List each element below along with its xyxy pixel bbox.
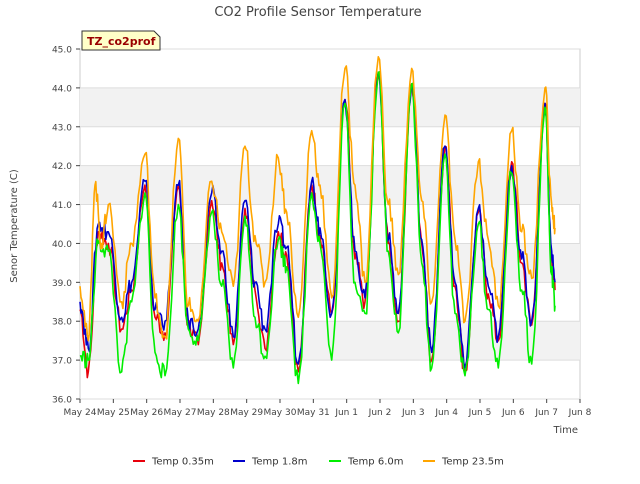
y-axis: 36.0 37.0 38.0 39.0 40.0 41.0 42.0 43.0 44.0 45.0 [52, 46, 80, 406]
y-tick-label: 42.0 [52, 162, 72, 172]
series-line [79, 70, 556, 385]
y-tick-label: 43.0 [52, 123, 72, 133]
x-tick-label: Jun 5 [468, 408, 492, 418]
station-label-box: TZ_co2prof [81, 30, 161, 51]
x-tick-label: Jun 4 [434, 408, 458, 418]
station-label-frame [81, 30, 161, 51]
grid-band [80, 165, 580, 205]
x-tick-label: May 25 [97, 408, 130, 418]
chart-title: CO2 Profile Sensor Temperature [214, 5, 421, 20]
y-tick-label: 40.0 [52, 240, 72, 250]
grid-bands [80, 87, 580, 361]
legend-label: Temp 23.5m [441, 457, 504, 468]
x-tick-label: May 29 [230, 408, 263, 418]
x-tick-label: May 24 [64, 408, 97, 418]
y-axis-label: Senor Temperature (C) [9, 169, 20, 283]
grid-band [80, 243, 580, 283]
y-tick-label: 39.0 [52, 279, 72, 289]
y-tick-label: 45.0 [52, 46, 72, 56]
y-tick-label: 36.0 [52, 396, 72, 406]
y-tick-label: 38.0 [52, 318, 72, 328]
grid-band [80, 87, 580, 127]
legend: Temp 0.35m Temp 1.8m Temp 6.0m Temp 23.5m [133, 457, 504, 468]
x-tick-label: Jun 2 [368, 408, 392, 418]
x-axis-label: Time [553, 425, 578, 436]
x-tick-label: May 26 [130, 408, 163, 418]
y-tick-label: 41.0 [52, 201, 72, 211]
x-tick-label: Jun 8 [568, 408, 592, 418]
x-tick-label: Jun 1 [334, 408, 358, 418]
legend-label: Temp 0.35m [151, 457, 214, 468]
legend-label: Temp 6.0m [347, 457, 403, 468]
plot-area [79, 48, 581, 400]
x-tick-label: May 27 [164, 408, 197, 418]
y-tick-label: 44.0 [52, 84, 72, 94]
x-tick-label: May 28 [197, 408, 230, 418]
y-tick-label: 37.0 [52, 357, 72, 367]
x-tick-label: Jun 3 [401, 408, 425, 418]
x-tick-label: Jun 7 [534, 408, 558, 418]
series-line [79, 56, 556, 342]
series-lines [79, 56, 556, 385]
x-tick-label: May 30 [264, 408, 297, 418]
station-label: TZ_co2prof [87, 35, 156, 48]
x-axis: May 24 May 25 May 26 May 27 May 28 May 29 May … [64, 399, 592, 418]
legend-label: Temp 1.8m [251, 457, 307, 468]
x-tick-label: Jun 6 [501, 408, 525, 418]
x-tick-label: May 31 [297, 408, 330, 418]
